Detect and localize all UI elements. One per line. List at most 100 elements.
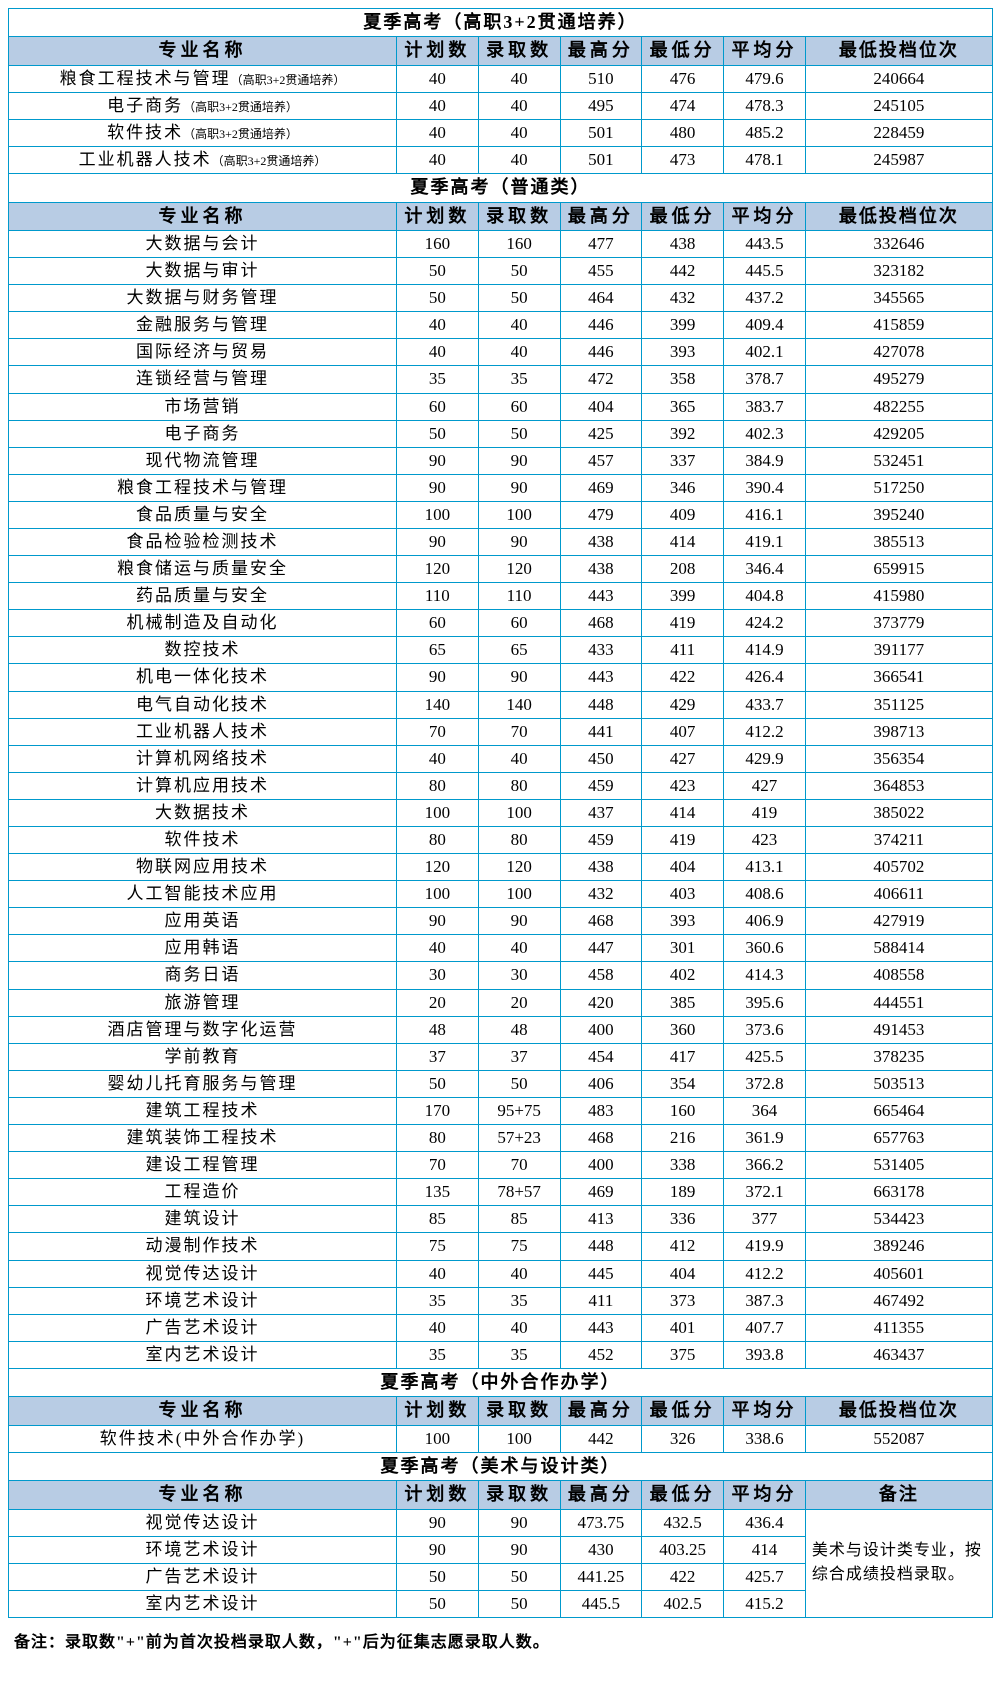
column-header-row: 专业名称计划数录取数最高分最低分平均分最低投档位次 xyxy=(9,37,993,65)
major-name: 视觉传达设计 xyxy=(9,1509,397,1536)
table-row: 人工智能技术应用100100432403408.6406611 xyxy=(9,881,993,908)
major-name: 建设工程管理 xyxy=(9,1152,397,1179)
table-row: 大数据与财务管理5050464432437.2345565 xyxy=(9,285,993,312)
major-name: 工业机器人技术（高职3+2贯通培养） xyxy=(9,147,397,174)
column-header: 最低投档位次 xyxy=(805,37,992,65)
section-title-row: 夏季高考（美术与设计类） xyxy=(9,1452,993,1480)
column-header: 最高分 xyxy=(560,202,642,230)
table-row: 应用英语9090468393406.9427919 xyxy=(9,908,993,935)
table-row: 数控技术6565433411414.9391177 xyxy=(9,637,993,664)
column-header: 计划数 xyxy=(396,202,478,230)
table-row: 大数据技术100100437414419385022 xyxy=(9,799,993,826)
table-row: 软件技术（高职3+2贯通培养）4040501480485.2228459 xyxy=(9,119,993,146)
major-suffix-note: （高职3+2贯通培养） xyxy=(183,100,298,114)
table-row: 药品质量与安全110110443399404.8415980 xyxy=(9,583,993,610)
column-header: 平均分 xyxy=(724,1397,806,1425)
section-title: 夏季高考（美术与设计类） xyxy=(9,1452,993,1480)
major-name: 广告艺术设计 xyxy=(9,1563,397,1590)
major-name: 金融服务与管理 xyxy=(9,312,397,339)
major-name: 粮食工程技术与管理（高职3+2贯通培养） xyxy=(9,65,397,92)
column-header: 专业名称 xyxy=(9,202,397,230)
table-row: 酒店管理与数字化运营4848400360373.6491453 xyxy=(9,1016,993,1043)
major-name: 婴幼儿托育服务与管理 xyxy=(9,1070,397,1097)
major-name: 食品质量与安全 xyxy=(9,501,397,528)
major-name: 建筑设计 xyxy=(9,1206,397,1233)
table-row: 市场营销6060404365383.7482255 xyxy=(9,393,993,420)
table-row: 食品质量与安全100100479409416.1395240 xyxy=(9,501,993,528)
major-name: 药品质量与安全 xyxy=(9,583,397,610)
major-suffix-note: （高职3+2贯通培养） xyxy=(212,154,327,168)
major-name: 软件技术 xyxy=(9,827,397,854)
major-name: 环境艺术设计 xyxy=(9,1287,397,1314)
table-row: 旅游管理2020420385395.6444551 xyxy=(9,989,993,1016)
major-name: 计算机网络技术 xyxy=(9,745,397,772)
table-row: 大数据与会计160160477438443.5332646 xyxy=(9,230,993,257)
column-header: 最高分 xyxy=(560,37,642,65)
major-name: 商务日语 xyxy=(9,962,397,989)
column-header-row: 专业名称计划数录取数最高分最低分平均分最低投档位次 xyxy=(9,1397,993,1425)
major-name: 软件技术(中外合作办学) xyxy=(9,1425,397,1452)
major-name: 计算机应用技术 xyxy=(9,772,397,799)
major-name: 建筑工程技术 xyxy=(9,1097,397,1124)
table-row: 现代物流管理9090457337384.9532451 xyxy=(9,447,993,474)
section-title-row: 夏季高考（中外合作办学） xyxy=(9,1368,993,1396)
admissions-table: 夏季高考（高职3+2贯通培养）专业名称计划数录取数最高分最低分平均分最低投档位次… xyxy=(8,8,993,1618)
major-name: 环境艺术设计 xyxy=(9,1536,397,1563)
major-name: 工程造价 xyxy=(9,1179,397,1206)
column-header: 计划数 xyxy=(396,37,478,65)
table-row: 学前教育3737454417425.5378235 xyxy=(9,1043,993,1070)
table-row: 婴幼儿托育服务与管理5050406354372.8503513 xyxy=(9,1070,993,1097)
major-name: 大数据与审计 xyxy=(9,258,397,285)
table-row: 粮食工程技术与管理（高职3+2贯通培养）4040510476479.624066… xyxy=(9,65,993,92)
column-header: 专业名称 xyxy=(9,1481,397,1509)
major-name: 食品检验检测技术 xyxy=(9,528,397,555)
major-name: 室内艺术设计 xyxy=(9,1341,397,1368)
major-name: 旅游管理 xyxy=(9,989,397,1016)
major-name: 应用韩语 xyxy=(9,935,397,962)
table-row: 商务日语3030458402414.3408558 xyxy=(9,962,993,989)
table-row: 电子商务5050425392402.3429205 xyxy=(9,420,993,447)
major-name: 学前教育 xyxy=(9,1043,397,1070)
column-header-row: 专业名称计划数录取数最高分最低分平均分最低投档位次 xyxy=(9,202,993,230)
table-row: 建筑工程技术17095+75483160364665464 xyxy=(9,1097,993,1124)
table-row: 机电一体化技术9090443422426.4366541 xyxy=(9,664,993,691)
table-row: 电气自动化技术140140448429433.7351125 xyxy=(9,691,993,718)
column-header: 平均分 xyxy=(724,37,806,65)
table-row: 建筑设计8585413336377534423 xyxy=(9,1206,993,1233)
table-row: 软件技术(中外合作办学)100100442326338.6552087 xyxy=(9,1425,993,1452)
major-suffix-note: （高职3+2贯通培养） xyxy=(231,73,346,87)
remark-cell: 美术与设计类专业，按综合成绩投档录取。 xyxy=(805,1509,992,1617)
major-name: 机械制造及自动化 xyxy=(9,610,397,637)
table-row: 物联网应用技术120120438404413.1405702 xyxy=(9,854,993,881)
major-name: 连锁经营与管理 xyxy=(9,366,397,393)
column-header: 备注 xyxy=(805,1481,992,1509)
table-row: 建筑装饰工程技术8057+23468216361.9657763 xyxy=(9,1125,993,1152)
major-name: 数控技术 xyxy=(9,637,397,664)
table-row: 应用韩语4040447301360.6588414 xyxy=(9,935,993,962)
table-row: 室内艺术设计3535452375393.8463437 xyxy=(9,1341,993,1368)
table-row: 国际经济与贸易4040446393402.1427078 xyxy=(9,339,993,366)
column-header: 录取数 xyxy=(478,1481,560,1509)
major-name: 大数据技术 xyxy=(9,799,397,826)
major-name: 室内艺术设计 xyxy=(9,1590,397,1617)
table-row: 广告艺术设计4040443401407.7411355 xyxy=(9,1314,993,1341)
column-header: 平均分 xyxy=(724,1481,806,1509)
major-name: 电气自动化技术 xyxy=(9,691,397,718)
table-row: 建设工程管理7070400338366.2531405 xyxy=(9,1152,993,1179)
major-suffix-note: （高职3+2贯通培养） xyxy=(183,127,298,141)
column-header: 计划数 xyxy=(396,1481,478,1509)
table-row: 计算机应用技术8080459423427364853 xyxy=(9,772,993,799)
major-name: 视觉传达设计 xyxy=(9,1260,397,1287)
table-row: 计算机网络技术4040450427429.9356354 xyxy=(9,745,993,772)
major-name: 广告艺术设计 xyxy=(9,1314,397,1341)
footnote: 备注：录取数"+"前为首次投档录取人数，"+"后为征集志愿录取人数。 xyxy=(8,1628,993,1652)
column-header: 平均分 xyxy=(724,202,806,230)
major-name: 电子商务（高职3+2贯通培养） xyxy=(9,92,397,119)
major-name: 国际经济与贸易 xyxy=(9,339,397,366)
column-header: 专业名称 xyxy=(9,1397,397,1425)
column-header: 最低投档位次 xyxy=(805,202,992,230)
table-row: 粮食工程技术与管理9090469346390.4517250 xyxy=(9,474,993,501)
table-row: 工业机器人技术（高职3+2贯通培养）4040501473478.1245987 xyxy=(9,147,993,174)
section-title: 夏季高考（普通类） xyxy=(9,174,993,202)
table-row: 食品检验检测技术9090438414419.1385513 xyxy=(9,528,993,555)
